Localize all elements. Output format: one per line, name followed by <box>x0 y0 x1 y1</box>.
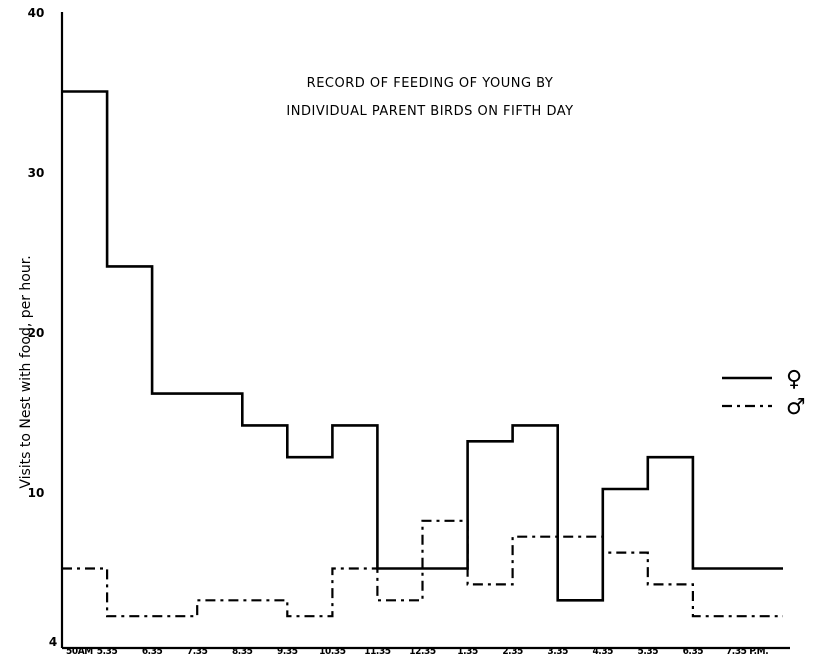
x-tick-label: 50AM <box>66 646 93 656</box>
legend-label-male: ♂ <box>786 395 806 420</box>
x-tick-label: 12.35 <box>409 646 436 656</box>
series-line-female <box>62 90 783 602</box>
x-tick-label: 7.35 <box>187 646 208 656</box>
series-layer <box>62 90 783 618</box>
chart-title-line-2: INDIVIDUAL PARENT BIRDS ON FIFTH DAY <box>286 104 573 119</box>
legend-item-male: ♂ <box>722 395 806 420</box>
y-tick-label-20: 20 <box>28 326 45 340</box>
x-tick-label: 8.35 <box>232 646 253 656</box>
y-origin-label: 4 <box>49 635 57 649</box>
x-tick-label: 7.35 P.M. <box>726 646 768 656</box>
legend: ♀ ♂ <box>722 367 806 420</box>
x-tick-label: 4.35 <box>592 646 613 656</box>
x-tick-label: 10.35 <box>319 646 346 656</box>
x-tick-label: 5.35 <box>638 646 659 656</box>
x-tick-label: 1.35 <box>457 646 478 656</box>
y-tick-label-40: 40 <box>28 6 45 20</box>
y-tick-label-30: 30 <box>28 166 45 180</box>
legend-item-female: ♀ <box>722 367 802 392</box>
legend-label-female: ♀ <box>786 367 802 392</box>
x-tick-label: 11.35 <box>364 646 391 656</box>
chart-title-line-1: RECORD OF FEEDING OF YOUNG BY <box>307 76 554 91</box>
series-line-male <box>62 519 783 618</box>
x-tick-label: 5.35 <box>97 646 118 656</box>
x-tick-label: 6.35 <box>142 646 163 656</box>
x-tick-label: 9.35 <box>277 646 298 656</box>
x-tick-label: 3.35 <box>547 646 568 656</box>
y-tick-label-10: 10 <box>28 486 45 500</box>
axes <box>60 12 790 650</box>
x-tick-labels: 50AM 5.35 6.35 7.35 8.35 9.35 10.35 11.35 12.35 1… <box>66 646 769 656</box>
y-axis-label: Visits to Nest with food, per hour. <box>18 255 34 488</box>
x-tick-label: 2.35 <box>502 646 523 656</box>
x-tick-label: 6.35 <box>683 646 704 656</box>
